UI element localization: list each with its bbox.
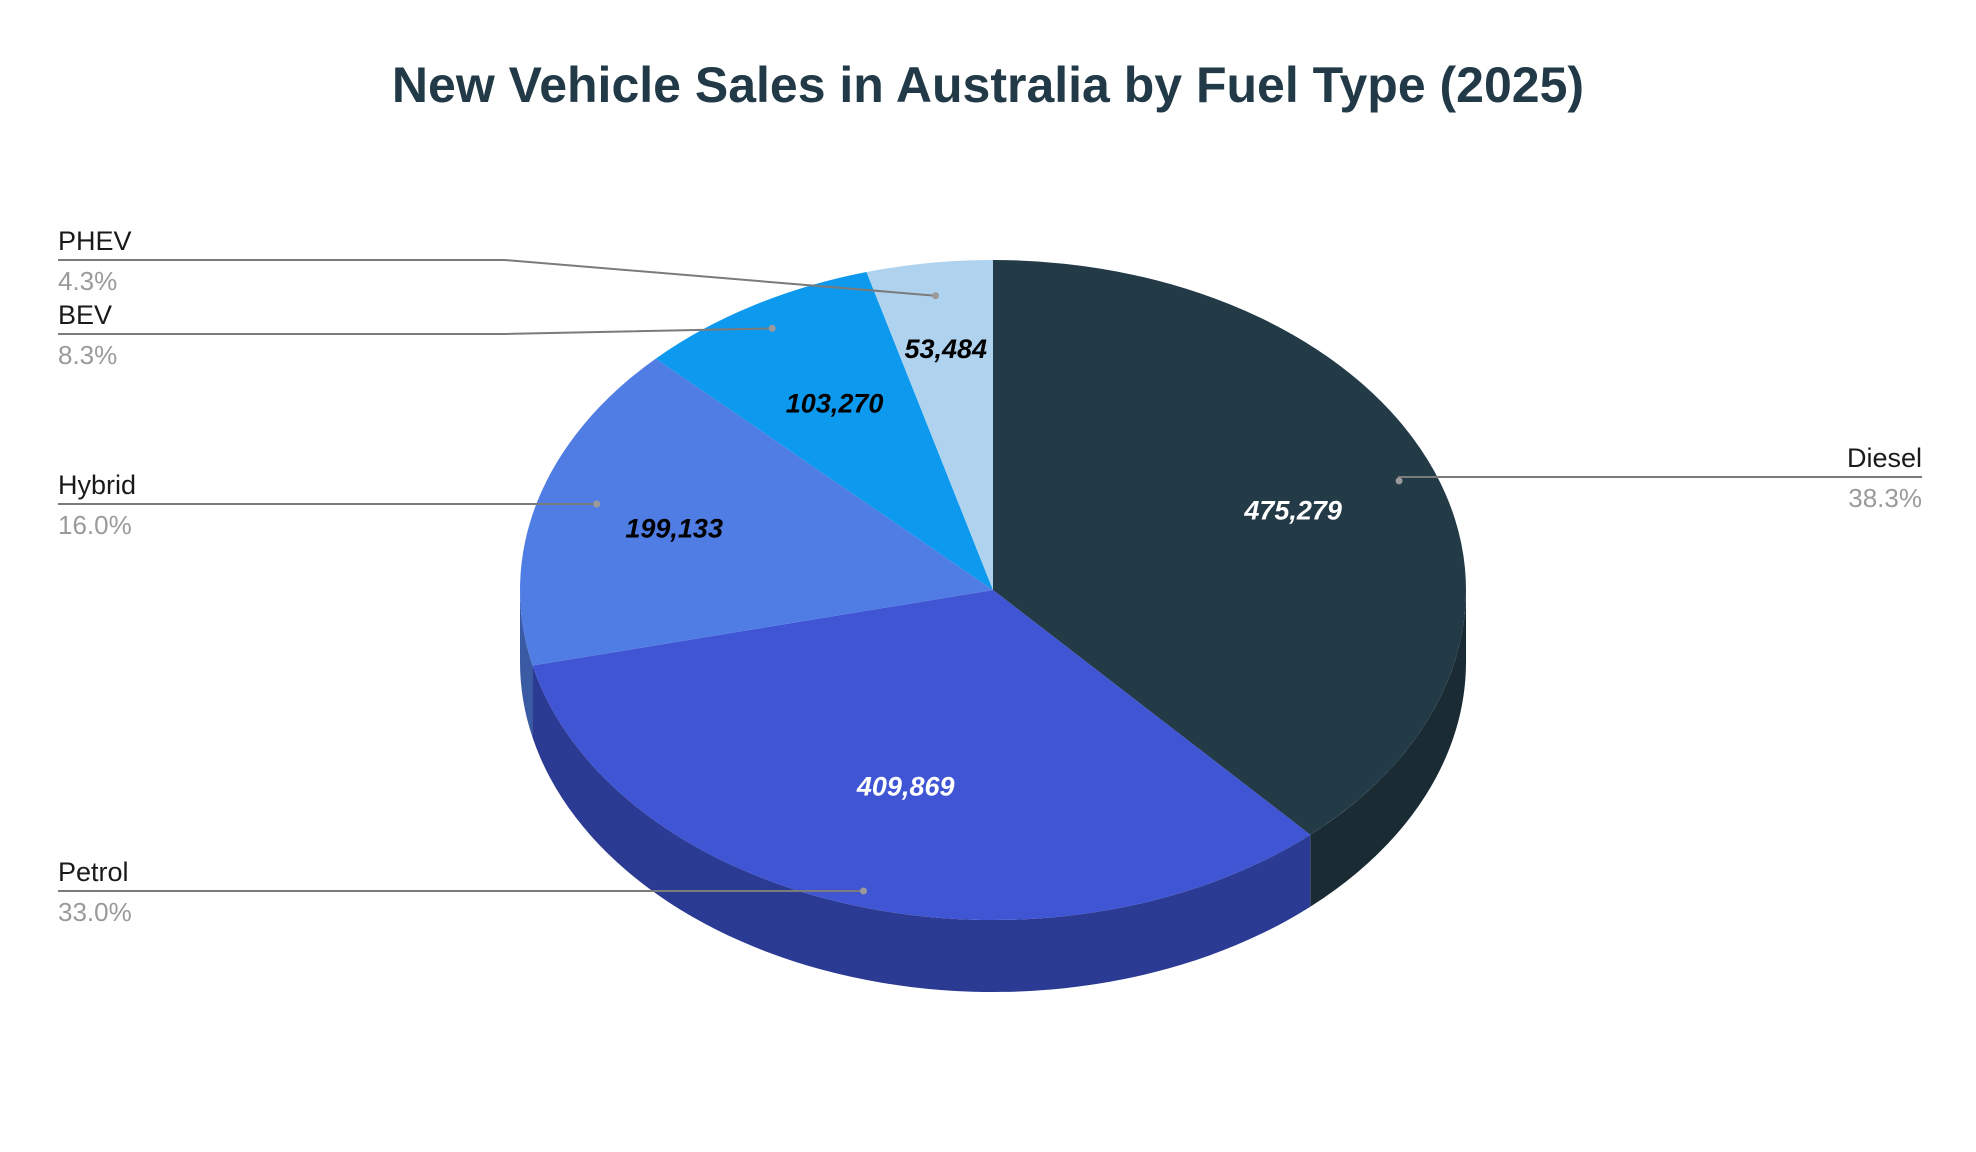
legend-name-bev: BEV: [58, 300, 112, 330]
slice-callouts: Diesel 38.3% Petrol 33.0% Hybrid 16.0% BEV 8.3%…: [58, 226, 1922, 927]
callout-diesel: Diesel 38.3%: [1395, 443, 1922, 513]
value-label-diesel: 475,279: [1243, 495, 1342, 525]
value-label-petrol: 409,869: [856, 771, 955, 801]
legend-percent-phev: 4.3%: [58, 266, 117, 296]
callout-bev: BEV 8.3%: [58, 300, 776, 370]
pie-slice-petrol: [532, 590, 1311, 920]
callout-phev: PHEV 4.3%: [58, 226, 940, 300]
legend-name-diesel: Diesel: [1847, 443, 1922, 473]
legend-percent-diesel: 38.3%: [1848, 483, 1922, 513]
value-label-hybrid: 199,133: [625, 514, 723, 544]
legend-name-petrol: Petrol: [58, 857, 129, 887]
pie-slice-phev: [866, 260, 993, 590]
callout-hybrid: Hybrid 16.0%: [58, 470, 601, 540]
value-label-phev: 53,484: [904, 334, 987, 364]
pie-side-hybrid: [520, 590, 533, 738]
pie-side-petrol: [532, 665, 1311, 992]
legend-percent-bev: 8.3%: [58, 340, 117, 370]
legend-name-phev: PHEV: [58, 226, 132, 256]
pie-slice-bev: [655, 272, 993, 590]
chart-title: New Vehicle Sales in Australia by Fuel T…: [392, 57, 1584, 113]
pie-side-walls: [520, 590, 1466, 992]
slice-value-labels: 475,279 409,869 199,133 103,270 53,484: [625, 334, 1342, 801]
pie-slice-hybrid: [520, 358, 993, 666]
callout-petrol: Petrol 33.0%: [58, 857, 867, 927]
pie-top-slices: [520, 260, 1466, 920]
legend-percent-hybrid: 16.0%: [58, 510, 132, 540]
pie-slice-diesel: [993, 260, 1466, 835]
pie-side-diesel: [1310, 590, 1466, 907]
legend-percent-petrol: 33.0%: [58, 897, 132, 927]
legend-name-hybrid: Hybrid: [58, 470, 136, 500]
value-label-bev: 103,270: [786, 388, 884, 418]
